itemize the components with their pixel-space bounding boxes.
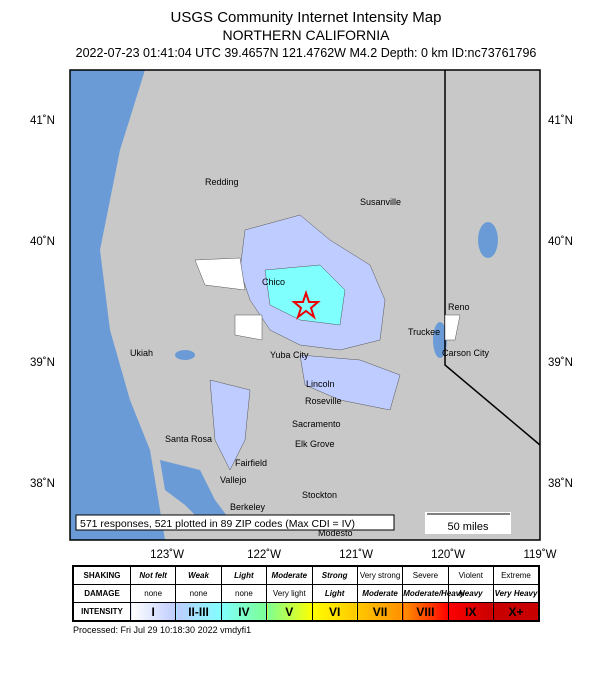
city-label: Berkeley [230, 502, 266, 512]
label: 40˚N [548, 236, 573, 248]
label: Violent [447, 565, 495, 585]
intensity-legend: SHAKING Not felt Weak Light Moderate Strong V… [72, 565, 540, 622]
label: Strong [311, 565, 358, 585]
label: 41˚N [548, 115, 573, 127]
city-label: Carson City [442, 348, 490, 358]
label: Very light [266, 584, 313, 603]
city-label: Stockton [302, 490, 337, 500]
intensity-cell: VIII [402, 602, 449, 622]
city-label: Ukiah [130, 348, 153, 358]
label: Not felt [129, 565, 177, 585]
city-label: Redding [205, 177, 239, 187]
label: Very Heavy [493, 584, 540, 603]
processed-info: Processed: Fri Jul 29 10:18:30 2022 vmdy… [73, 625, 252, 635]
city-label: Reno [448, 302, 470, 312]
city-label: Chico [262, 277, 285, 287]
label: 40˚N [30, 236, 55, 248]
lake-tahoe [433, 322, 447, 358]
label: Moderate [356, 584, 404, 603]
label: Moderate/Heavy [402, 584, 465, 603]
map-title: USGS Community Internet Intensity Map [170, 9, 442, 26]
pyramid-lake [478, 222, 498, 258]
label: 39˚N [30, 357, 55, 369]
city-label: Truckee [408, 327, 440, 337]
label: 38˚N [30, 478, 55, 490]
bay [160, 460, 230, 530]
city-label: Susanville [360, 197, 401, 207]
label: SHAKING [72, 565, 131, 585]
city-label: Sacramento [292, 419, 341, 429]
label: 119˚W [523, 549, 556, 561]
intensity-cell: X+ [493, 602, 540, 622]
state-border [444, 70, 541, 446]
label: none [129, 584, 177, 603]
label: Very strong [356, 565, 404, 585]
city-label: Elk Grove [295, 439, 335, 449]
red-star-icon [291, 289, 321, 320]
lon-labels: 123˚W 122˚W 121˚W 120˚W 119˚W [150, 549, 557, 561]
label: 38˚N [548, 478, 573, 490]
intensity-cell: V [266, 602, 313, 622]
label: Weak [175, 565, 222, 585]
intensity-cell: IX [447, 602, 495, 622]
intensity-cell: VI [311, 602, 358, 622]
label: none [220, 584, 268, 603]
label: 123˚W [150, 549, 184, 561]
city-label: Roseville [305, 396, 342, 406]
map-frame [69, 69, 541, 541]
lat-labels: 41˚N 40˚N 39˚N 38˚N 41˚N 40˚N 39˚N 38˚N [30, 115, 573, 490]
city-label: Santa Rosa [165, 434, 212, 444]
label: Light [220, 565, 268, 585]
region-title: NORTHERN CALIFORNIA [222, 27, 390, 43]
city-label: Modesto [318, 528, 353, 538]
label: none [175, 584, 222, 603]
label: Light [311, 584, 358, 603]
ocean [70, 70, 165, 540]
intensity-cell: IV [220, 602, 268, 622]
label: 121˚W [339, 549, 373, 561]
scale-label: 50 miles [448, 521, 489, 533]
intensity-cell: II-III [175, 602, 222, 622]
city-label: Fairfield [235, 458, 267, 468]
clear-lake [175, 350, 195, 360]
label: 120˚W [431, 549, 465, 561]
response-summary: 571 responses, 521 plotted in 89 ZIP cod… [80, 518, 355, 530]
label: DAMAGE [72, 584, 131, 603]
label: Extreme [493, 565, 540, 585]
label: 39˚N [548, 357, 573, 369]
summary-box [75, 514, 395, 531]
city-label: Lincoln [306, 379, 335, 389]
city-label: Yuba City [270, 350, 309, 360]
event-info: 2022-07-23 01:41:04 UTC 39.4657N 121.476… [75, 46, 537, 60]
label: 41˚N [30, 115, 55, 127]
city-label: Vallejo [220, 475, 246, 485]
intensity-cell: VII [356, 602, 404, 622]
label: 122˚W [247, 549, 281, 561]
label: INTENSITY [72, 602, 131, 622]
label: Severe [402, 565, 449, 585]
label: Heavy [447, 584, 495, 603]
intensity-cell: I [129, 602, 177, 622]
label: Moderate [266, 565, 313, 585]
